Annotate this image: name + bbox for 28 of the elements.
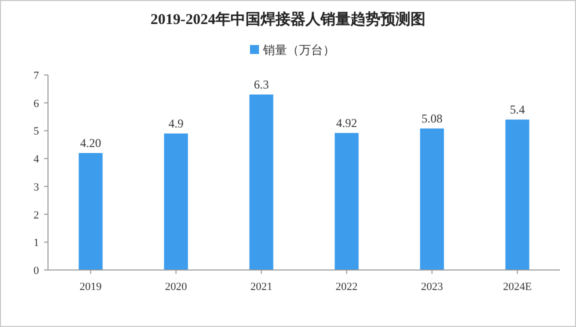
y-tick-label: 5: [34, 126, 40, 138]
text: 4.9: [168, 116, 184, 130]
bar: [505, 120, 530, 270]
text: 5.4: [510, 102, 525, 117]
text: 4.92: [336, 116, 358, 130]
y-tick-label: 4: [34, 154, 40, 166]
text: 6.3: [254, 78, 269, 92]
x-tick-label: 2024E: [502, 281, 532, 293]
y-tick-label: 2: [34, 209, 39, 222]
y-tick-label: 6: [34, 98, 40, 110]
bar: [249, 94, 274, 270]
bar: [78, 153, 103, 270]
bar: [164, 134, 188, 270]
y-tick-label: 7: [34, 70, 40, 82]
y-tick-label: 1: [34, 237, 39, 250]
y-tick-label: 0: [34, 265, 40, 277]
bar: [420, 128, 444, 270]
x-tick-label: 2022: [336, 281, 358, 293]
x-tick-label: 2023: [421, 281, 444, 293]
text: 4.20: [80, 136, 102, 150]
y-tick-label: 3: [34, 181, 40, 194]
x-tick-label: 2020: [165, 281, 188, 293]
x-tick-label: 2019: [80, 281, 102, 293]
chart-title: 2019-2024年中国焊接器人销量趋势预测图: [150, 11, 426, 28]
text: 5.08: [422, 111, 442, 126]
legend-label: 销量（万台）: [262, 43, 335, 57]
x-tick-label: 2021: [250, 281, 272, 293]
bar: [334, 132, 359, 270]
